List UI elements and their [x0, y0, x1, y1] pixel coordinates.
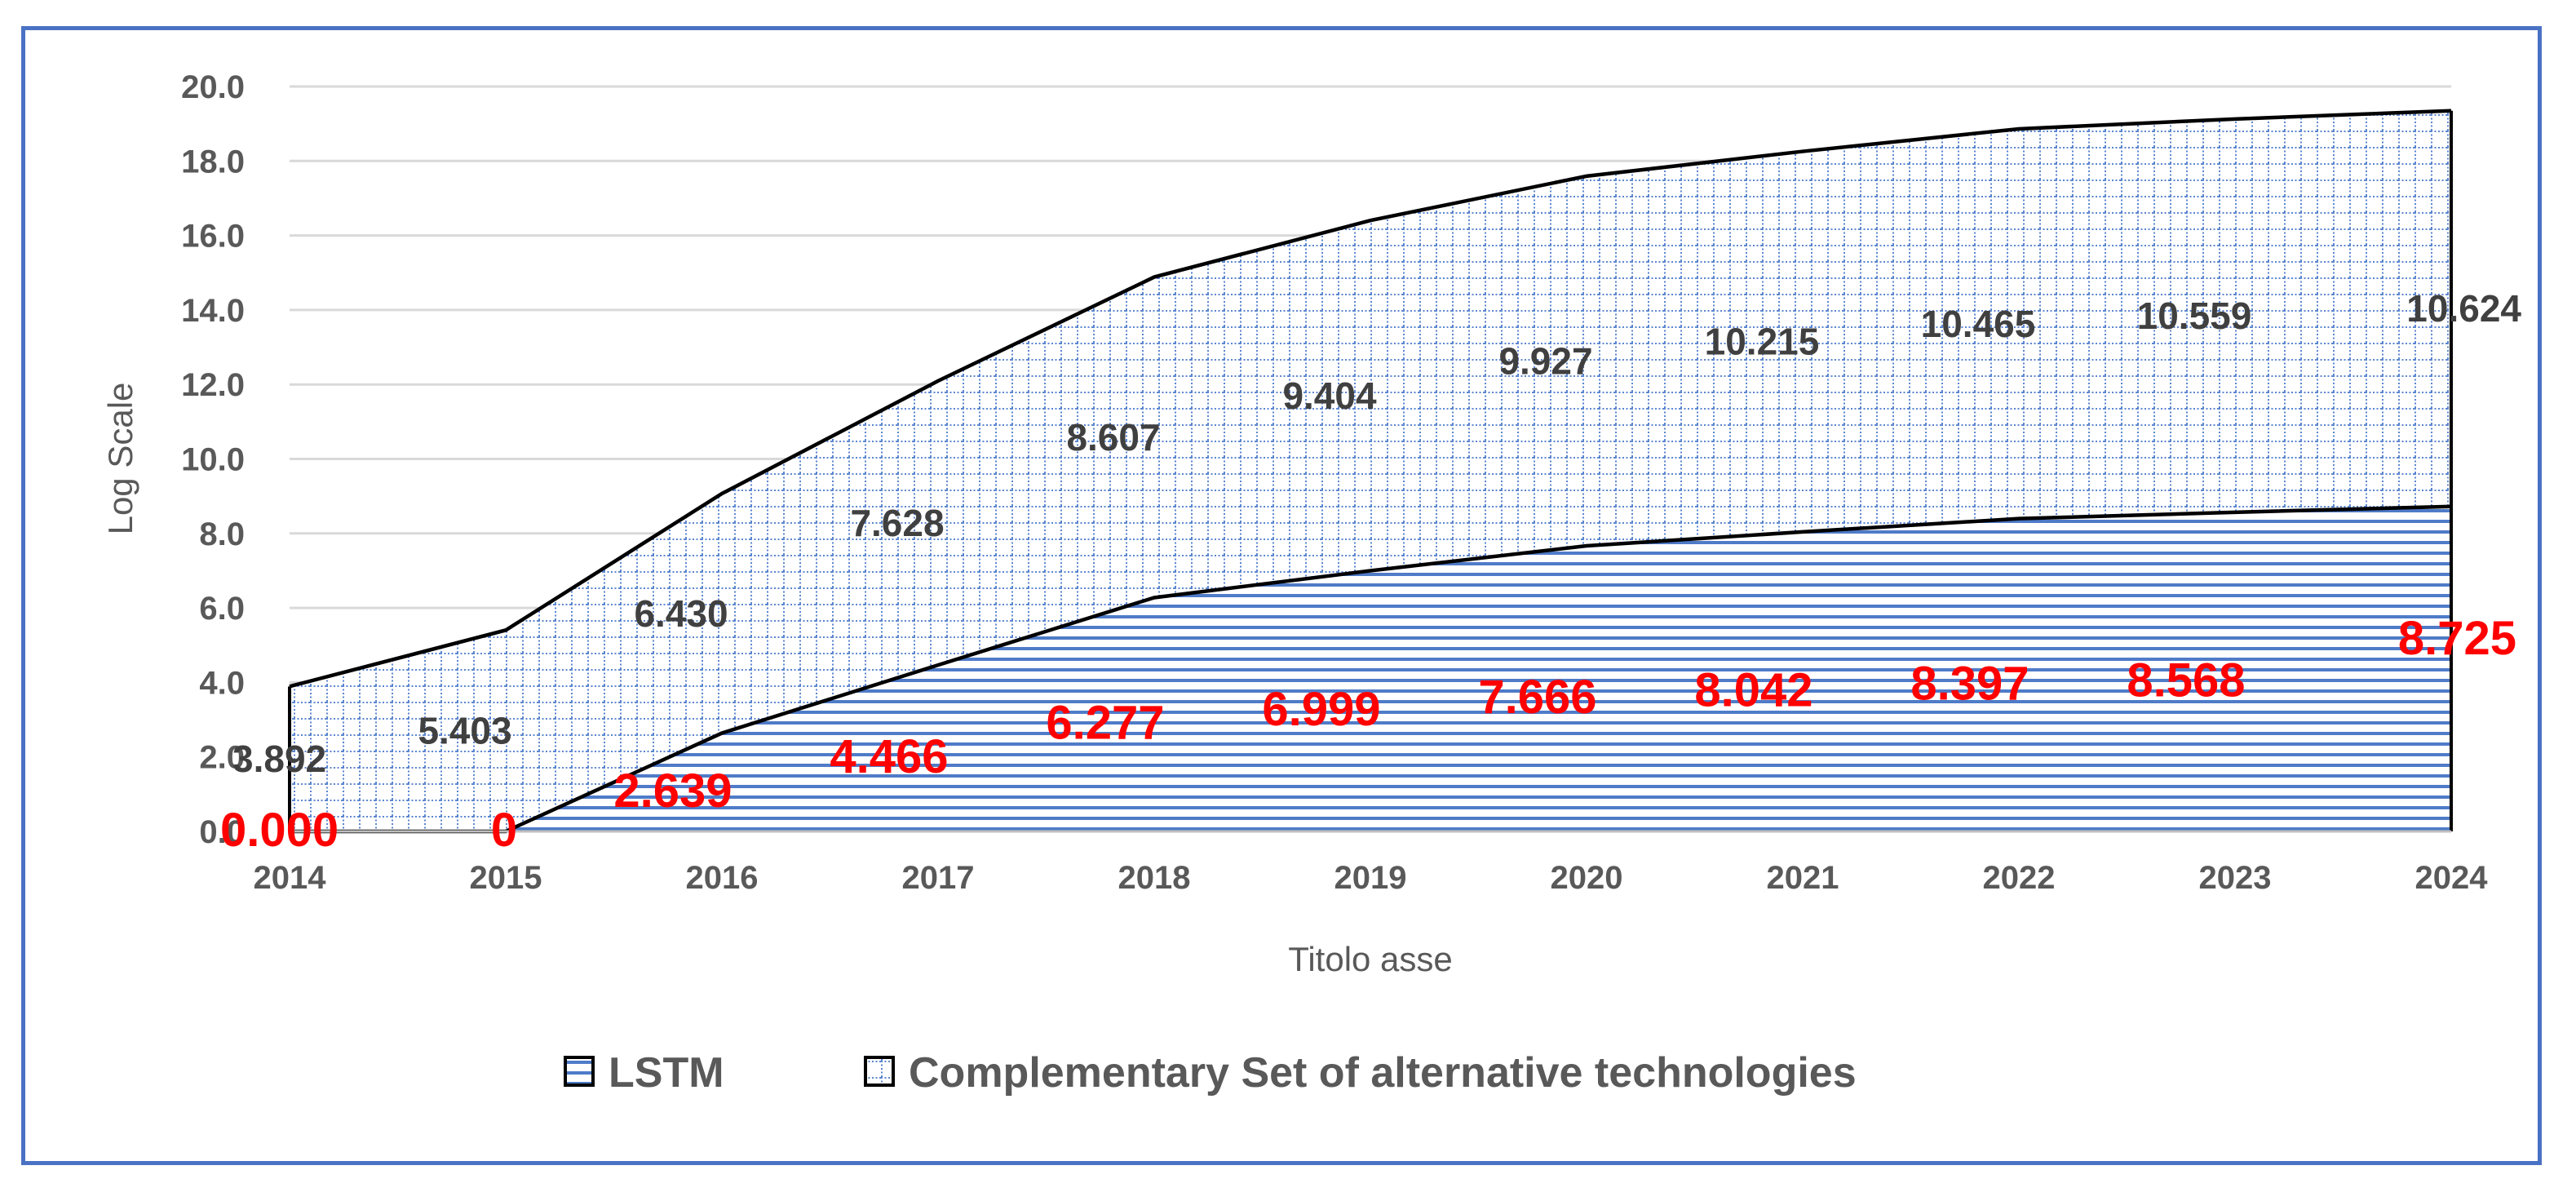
data-label-lstm: 0.000 [220, 804, 339, 857]
data-label-lstm: 0 [491, 804, 517, 857]
y-axis-title: Log Scale [101, 383, 139, 535]
x-tick-label: 2022 [1983, 860, 2056, 896]
y-tick-label: 14.0 [181, 293, 245, 329]
data-label-complementary: 6.430 [634, 592, 728, 635]
data-label-complementary: 9.404 [1282, 374, 1377, 417]
x-tick-label: 2017 [902, 860, 975, 896]
series-line-lstm [290, 504, 2452, 834]
x-tick-label: 2016 [686, 860, 759, 896]
outline-layer [288, 109, 2453, 834]
data-label-complementary: 10.559 [2137, 295, 2252, 337]
y-tick-label: 16.0 [181, 219, 245, 255]
data-label-lstm: 7.666 [1478, 671, 1596, 724]
data-label-complementary: 9.927 [1498, 339, 1592, 382]
x-axis-title: Titolo asse [1288, 940, 1453, 978]
x-tick-label: 2021 [1767, 860, 1839, 896]
x-tick-label: 2024 [2415, 860, 2489, 896]
axes: 0.0 2.0 4.0 6.0 8.0 10.0 12.0 14.0 16.0 18.0 20.0 2… [101, 69, 2488, 978]
x-tick-label: 2014 [254, 860, 327, 896]
data-label-lstm: 8.568 [2127, 654, 2245, 707]
y-tick-label: 8.0 [199, 516, 245, 552]
data-label-complementary: 10.465 [1921, 303, 2036, 345]
y-tick-label: 12.0 [181, 367, 245, 403]
x-tick-label: 2018 [1118, 860, 1191, 896]
data-label-complementary: 10.624 [2406, 287, 2521, 330]
area-complementary-set [290, 110, 2451, 832]
x-tick-label: 2019 [1334, 860, 1407, 896]
data-label-lstm: 6.999 [1262, 683, 1380, 736]
data-label-complementary: 5.403 [418, 710, 511, 752]
data-label-lstm: 8.725 [2398, 612, 2516, 665]
data-label-lstm: 6.277 [1046, 697, 1164, 750]
data-label-complementary: 3.892 [232, 738, 326, 780]
y-tick-label: 20.0 [181, 69, 245, 105]
legend-label-lstm: LSTM [609, 1049, 724, 1097]
area-layer [290, 110, 2451, 832]
data-label-lstm: 4.466 [830, 730, 948, 783]
data-label-complementary: 10.215 [1705, 321, 1820, 363]
x-tick-label: 2015 [470, 860, 542, 896]
data-label-complementary: 8.607 [1066, 416, 1160, 459]
x-tick-label: 2020 [1551, 860, 1623, 896]
legend-swatch-lstm [564, 1056, 595, 1087]
y-tick-label: 2.0 [199, 740, 245, 776]
series-line-complementary [289, 109, 2452, 689]
data-label-lstm: 2.639 [613, 764, 732, 818]
legend: LSTM Complementary Set of alternative tec… [564, 1049, 1857, 1097]
legend-swatch-complementary [864, 1056, 895, 1087]
y-tick-label: 4.0 [199, 665, 245, 701]
y-tick-label: 6.0 [199, 591, 245, 627]
y-tick-label: 0.0 [199, 814, 245, 850]
data-label-complementary: 7.628 [850, 502, 944, 544]
data-label-lstm: 8.397 [1910, 657, 2029, 710]
x-tick-label: 2023 [2199, 860, 2272, 896]
legend-label-complementary: Complementary Set of alternative technol… [909, 1049, 1857, 1097]
data-label-lstm: 8.042 [1694, 663, 1812, 716]
area-lstm [290, 506, 2451, 831]
y-tick-label: 18.0 [181, 144, 245, 179]
y-tick-label: 10.0 [181, 442, 245, 478]
data-labels: 3.892 5.403 6.430 7.628 8.607 9.404 9.927 10.21… [220, 287, 2521, 857]
